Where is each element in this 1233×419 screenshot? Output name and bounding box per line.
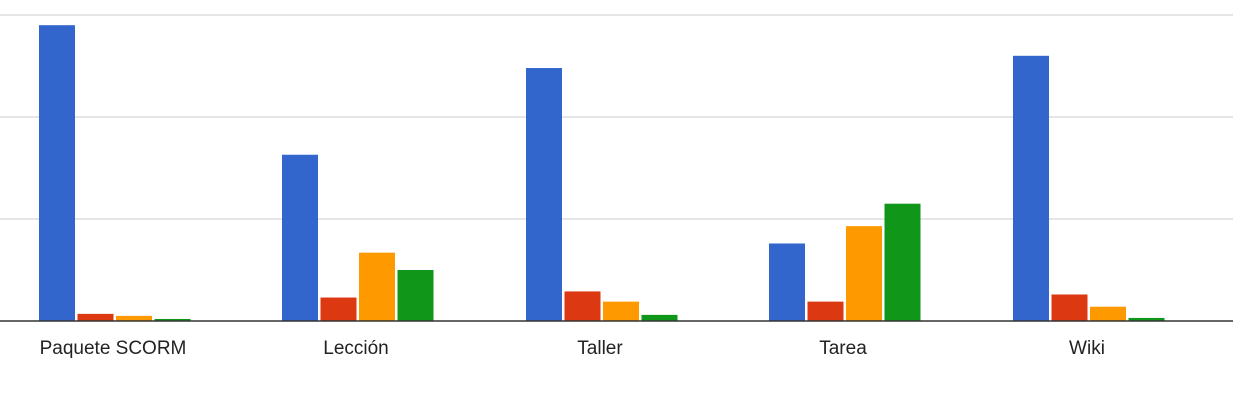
bar-paquete-scorm-series-1[interactable] [39,25,75,321]
bar-taller-series-2[interactable] [564,291,601,321]
bar-paquete-scorm-series-4[interactable] [154,318,191,321]
x-tick-label: Wiki [1069,338,1105,359]
x-tick-labels: Paquete SCORM Lección Taller Tarea Wiki [40,338,1105,359]
bar-tarea-series-3[interactable] [846,226,882,321]
bar-taller-series-3[interactable] [603,301,639,321]
bar-wiki-series-2[interactable] [1051,294,1088,321]
bar-wiki-series-1[interactable] [1013,55,1049,322]
x-tick-label: Lección [323,338,389,359]
bar-tarea-series-1[interactable] [769,243,805,321]
bar-taller-series-1[interactable] [526,68,562,321]
bar-lecci-n-series-2[interactable] [320,297,357,321]
bar-paquete-scorm-series-2[interactable] [77,313,114,321]
bar-lecci-n-series-3[interactable] [359,252,395,321]
bar-tarea-series-4[interactable] [884,203,921,321]
x-tick-label: Taller [577,338,623,359]
bar-tarea-series-2[interactable] [807,301,844,321]
bar-lecci-n-series-4[interactable] [397,270,434,321]
bar-taller-series-4[interactable] [641,314,678,321]
bars-group [39,25,1165,322]
bar-wiki-series-3[interactable] [1090,306,1126,321]
x-tick-label: Tarea [819,338,867,359]
bar-wiki-series-4[interactable] [1128,317,1165,321]
bar-lecci-n-series-1[interactable] [282,154,318,321]
x-tick-label: Paquete SCORM [40,338,187,359]
bar-paquete-scorm-series-3[interactable] [116,315,152,321]
